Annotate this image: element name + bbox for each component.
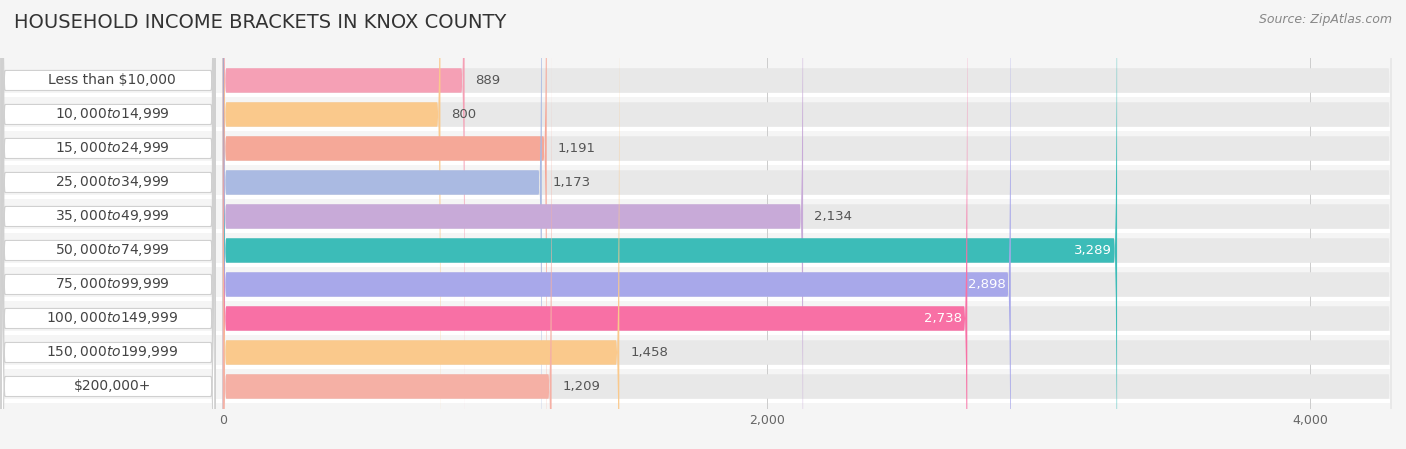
FancyBboxPatch shape xyxy=(0,399,1392,404)
FancyBboxPatch shape xyxy=(224,0,1118,449)
FancyBboxPatch shape xyxy=(1,0,215,449)
FancyBboxPatch shape xyxy=(0,263,1392,268)
FancyBboxPatch shape xyxy=(1,0,215,449)
FancyBboxPatch shape xyxy=(224,0,1392,449)
FancyBboxPatch shape xyxy=(1,0,215,449)
FancyBboxPatch shape xyxy=(0,127,1392,132)
Text: 1,173: 1,173 xyxy=(553,176,591,189)
FancyBboxPatch shape xyxy=(0,297,1392,301)
FancyBboxPatch shape xyxy=(224,0,1392,449)
FancyBboxPatch shape xyxy=(224,0,1392,449)
FancyBboxPatch shape xyxy=(224,0,464,449)
FancyBboxPatch shape xyxy=(224,0,967,449)
FancyBboxPatch shape xyxy=(1,0,215,449)
Text: 800: 800 xyxy=(451,108,477,121)
Text: 2,738: 2,738 xyxy=(924,312,962,325)
FancyBboxPatch shape xyxy=(224,0,1392,449)
Text: $200,000+: $200,000+ xyxy=(73,379,150,393)
Text: 3,289: 3,289 xyxy=(1074,244,1112,257)
FancyBboxPatch shape xyxy=(0,331,1392,335)
Text: Less than $10,000: Less than $10,000 xyxy=(48,74,176,88)
FancyBboxPatch shape xyxy=(224,0,1392,449)
Text: HOUSEHOLD INCOME BRACKETS IN KNOX COUNTY: HOUSEHOLD INCOME BRACKETS IN KNOX COUNTY xyxy=(14,13,506,32)
Text: $100,000 to $149,999: $100,000 to $149,999 xyxy=(46,311,179,326)
FancyBboxPatch shape xyxy=(1,0,215,449)
FancyBboxPatch shape xyxy=(224,0,547,449)
Text: $75,000 to $99,999: $75,000 to $99,999 xyxy=(55,277,170,292)
Text: $35,000 to $49,999: $35,000 to $49,999 xyxy=(55,208,170,224)
Text: 1,458: 1,458 xyxy=(630,346,668,359)
FancyBboxPatch shape xyxy=(224,0,1392,449)
FancyBboxPatch shape xyxy=(224,0,1392,449)
FancyBboxPatch shape xyxy=(224,0,440,449)
FancyBboxPatch shape xyxy=(0,161,1392,166)
Text: $150,000 to $199,999: $150,000 to $199,999 xyxy=(46,344,179,361)
FancyBboxPatch shape xyxy=(1,0,215,449)
Text: $10,000 to $14,999: $10,000 to $14,999 xyxy=(55,106,170,123)
FancyBboxPatch shape xyxy=(0,92,1392,97)
FancyBboxPatch shape xyxy=(0,229,1392,233)
FancyBboxPatch shape xyxy=(224,0,541,449)
Text: 2,898: 2,898 xyxy=(967,278,1005,291)
FancyBboxPatch shape xyxy=(224,0,619,449)
FancyBboxPatch shape xyxy=(224,0,551,449)
FancyBboxPatch shape xyxy=(224,0,1392,449)
Text: Source: ZipAtlas.com: Source: ZipAtlas.com xyxy=(1258,13,1392,26)
FancyBboxPatch shape xyxy=(1,0,215,449)
FancyBboxPatch shape xyxy=(1,0,215,449)
FancyBboxPatch shape xyxy=(224,0,1392,449)
FancyBboxPatch shape xyxy=(224,0,803,449)
FancyBboxPatch shape xyxy=(1,0,215,449)
Text: 889: 889 xyxy=(475,74,501,87)
Text: $15,000 to $24,999: $15,000 to $24,999 xyxy=(55,141,170,156)
FancyBboxPatch shape xyxy=(0,195,1392,199)
Text: 2,134: 2,134 xyxy=(814,210,852,223)
FancyBboxPatch shape xyxy=(1,0,215,449)
Text: $25,000 to $34,999: $25,000 to $34,999 xyxy=(55,175,170,190)
Text: 1,191: 1,191 xyxy=(558,142,596,155)
FancyBboxPatch shape xyxy=(224,0,1011,449)
FancyBboxPatch shape xyxy=(224,0,1392,449)
Text: $50,000 to $74,999: $50,000 to $74,999 xyxy=(55,242,170,259)
Text: 1,209: 1,209 xyxy=(562,380,600,393)
FancyBboxPatch shape xyxy=(0,365,1392,370)
